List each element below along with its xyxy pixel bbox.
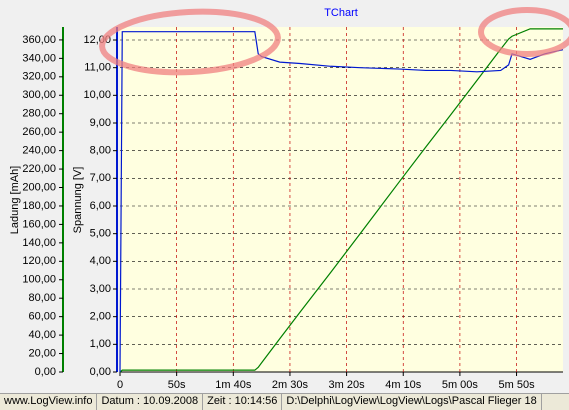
x-tick-label: 0 bbox=[117, 379, 123, 391]
x-tick-label: 4m 10s bbox=[385, 379, 422, 391]
y-tick-label: 300,00 bbox=[22, 89, 56, 101]
x-tick-label: 1m 40s bbox=[215, 379, 252, 391]
highlight-ellipse bbox=[99, 8, 281, 76]
status-item: D:\Delphi\LogView\LogView\Logs\Pascal Fl… bbox=[282, 394, 542, 410]
y2-tick-label: 6,00 bbox=[90, 200, 111, 212]
y-tick-label: 360,00 bbox=[22, 34, 56, 46]
y2-tick-label: 5,00 bbox=[90, 228, 111, 240]
y-tick-label: 160,00 bbox=[22, 218, 56, 230]
y2-tick-label: 4,00 bbox=[90, 255, 111, 267]
x-tick-label: 3m 20s bbox=[329, 379, 366, 391]
highlight-ellipse bbox=[478, 7, 569, 57]
y2-tick-label: 2,00 bbox=[90, 311, 111, 323]
y-tick-label: 60,00 bbox=[28, 311, 56, 323]
x-tick-label: 2m 30s bbox=[272, 379, 309, 391]
x-tick-label: 5m 00s bbox=[442, 379, 479, 391]
chart: TChart Ladung [mAh] Spannung [V] 0,00 20,… bbox=[9, 7, 569, 391]
plot-area bbox=[120, 27, 563, 372]
y-tick-label: 200,00 bbox=[22, 181, 56, 193]
y-tick-label: 140,00 bbox=[22, 237, 56, 249]
y-tick-label: 40,00 bbox=[28, 329, 56, 341]
y-tick-label: 280,00 bbox=[22, 108, 56, 120]
y2-axis-label: Spannung [V] bbox=[72, 167, 84, 234]
y-tick-label: 0,00 bbox=[35, 366, 56, 378]
y-tick-label: 340,00 bbox=[22, 52, 56, 64]
status-item: Datum : 10.09.2008 bbox=[97, 394, 204, 410]
x-tick-label: 5m 50s bbox=[499, 379, 536, 391]
status-item: www.LogView.info bbox=[0, 394, 98, 410]
layer: 0,00 20,00 40,00 60,00 80,00 100,00 120,00 140,… bbox=[22, 27, 564, 391]
y2-tick-label: 9,00 bbox=[90, 117, 111, 129]
y2-tick-label: 3,00 bbox=[90, 283, 111, 295]
y2-tick-label: 10,00 bbox=[83, 89, 111, 101]
y2-tick-label: 7,00 bbox=[90, 172, 111, 184]
y-tick-label: 320,00 bbox=[22, 71, 56, 83]
y-tick-label: 20,00 bbox=[28, 347, 56, 359]
status-item: Zeit : 10:14:56 bbox=[203, 394, 283, 410]
y-tick-label: 220,00 bbox=[22, 163, 56, 175]
y-tick-label: 180,00 bbox=[22, 200, 56, 212]
data-line bbox=[119, 28, 563, 373]
chart-title: TChart bbox=[324, 7, 358, 19]
y-axis-label: Ladung [mAh] bbox=[9, 166, 21, 235]
y-tick-label: 80,00 bbox=[28, 292, 56, 304]
y-tick-label: 120,00 bbox=[22, 255, 56, 267]
y2-tick-label: 1,00 bbox=[90, 338, 111, 350]
y2-tick-label: 11,00 bbox=[84, 62, 111, 74]
x-tick-label: 50s bbox=[168, 379, 186, 391]
y2-tick-label: 8,00 bbox=[90, 145, 111, 157]
y-tick-label: 100,00 bbox=[22, 274, 56, 286]
y-tick-label: 240,00 bbox=[22, 145, 56, 157]
y-tick-label: 260,00 bbox=[22, 126, 56, 138]
status-bar: www.LogView.info Datum : 10.09.2008 Zeit… bbox=[0, 393, 569, 410]
y2-tick-label: 0,00 bbox=[90, 366, 111, 378]
